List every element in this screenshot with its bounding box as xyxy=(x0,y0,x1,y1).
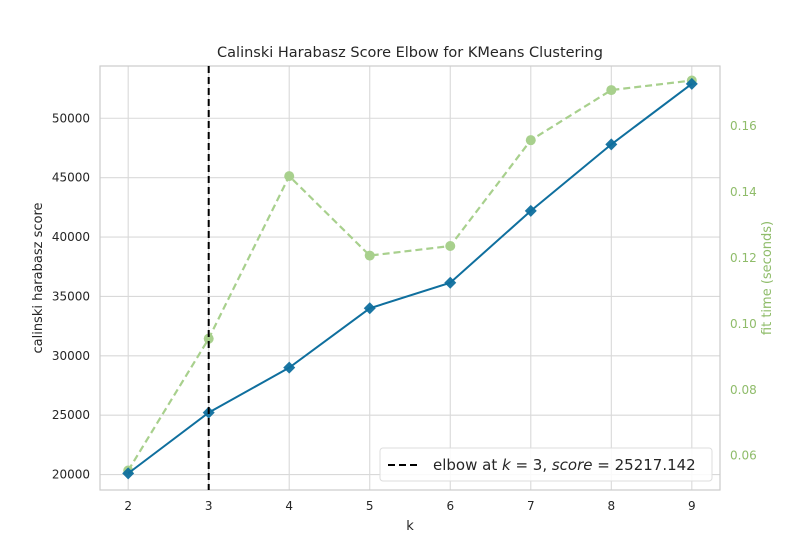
score-point xyxy=(283,361,296,374)
y-tick-label: 25000 xyxy=(52,408,90,422)
y-tick-label: 35000 xyxy=(52,289,90,303)
fit-time-point xyxy=(284,171,295,182)
y-axis-ticks: 20000 25000 30000 35000 40000 45000 50000 xyxy=(52,111,90,481)
x-tick-label: 4 xyxy=(285,499,293,513)
x-tick-label: 5 xyxy=(366,499,374,513)
score-point xyxy=(444,276,457,289)
score-point xyxy=(122,467,135,480)
score-point xyxy=(363,302,376,315)
y2-tick-label: 0.10 xyxy=(730,317,757,331)
y-tick-label: 50000 xyxy=(52,111,90,125)
y-tick-label: 40000 xyxy=(52,230,90,244)
x-tick-label: 2 xyxy=(124,499,132,513)
score-point xyxy=(524,204,537,217)
y-tick-label: 20000 xyxy=(52,468,90,482)
y2-tick-label: 0.08 xyxy=(730,383,757,397)
x-tick-label: 8 xyxy=(607,499,615,513)
fit-time-point xyxy=(203,333,214,344)
y2-axis-label: fit time (seconds) xyxy=(760,221,775,335)
score-point xyxy=(685,77,698,90)
score-line xyxy=(127,83,693,475)
y2-tick-label: 0.12 xyxy=(730,251,757,265)
y-tick-label: 30000 xyxy=(52,349,90,363)
grid xyxy=(100,66,720,490)
y2-tick-label: 0.16 xyxy=(730,119,757,133)
fit-time-point xyxy=(606,85,617,96)
plot-frame xyxy=(99,65,721,491)
chart-title: Calinski Harabasz Score Elbow for KMeans… xyxy=(217,45,603,61)
y2-axis-ticks: 0.06 0.08 0.10 0.12 0.14 0.16 xyxy=(730,119,757,463)
y-axis-label: calinski harabasz score xyxy=(31,202,46,353)
fit-time-point xyxy=(364,250,375,261)
series-layer xyxy=(122,75,698,480)
x-tick-label: 9 xyxy=(688,499,696,513)
legend-box xyxy=(379,447,713,482)
x-tick-label: 7 xyxy=(527,499,535,513)
fit-time-point xyxy=(525,135,536,146)
y2-tick-label: 0.14 xyxy=(730,185,757,199)
score-point xyxy=(605,138,618,151)
y-tick-label: 45000 xyxy=(52,171,90,185)
x-axis-label: k xyxy=(406,519,414,534)
x-tick-label: 6 xyxy=(446,499,454,513)
fit-time-point xyxy=(445,241,456,252)
x-tick-label: 3 xyxy=(205,499,213,513)
y2-tick-label: 0.06 xyxy=(730,449,757,463)
legend: elbow at k = 3, score = 25217.142 xyxy=(379,447,713,482)
x-axis-ticks: 2 3 4 5 6 7 8 9 xyxy=(124,499,695,513)
legend-elbow-label: elbow at k = 3, score = 25217.142 xyxy=(433,456,696,474)
fit-time-line xyxy=(127,79,692,472)
